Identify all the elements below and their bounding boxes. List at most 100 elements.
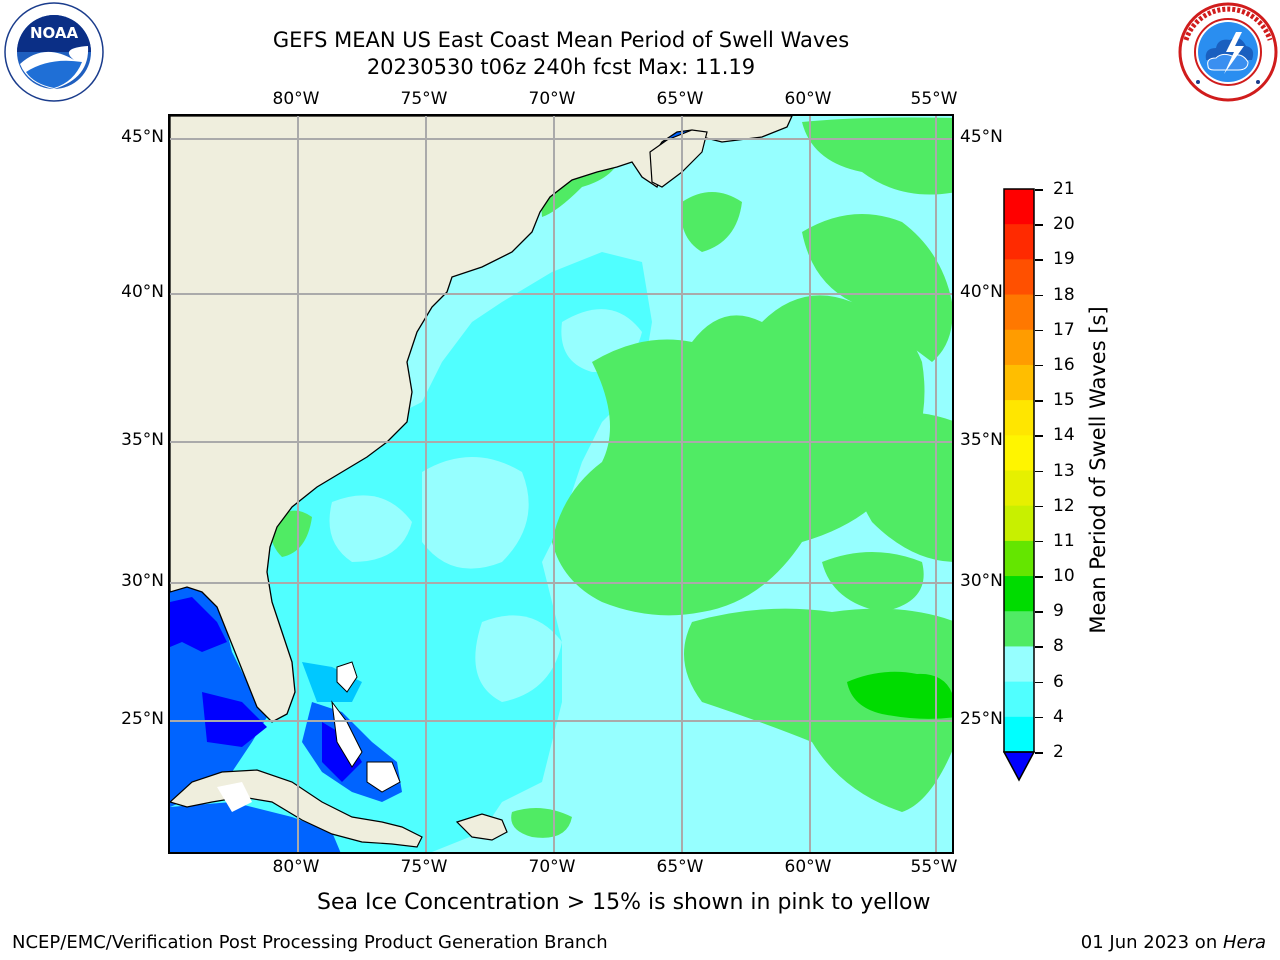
colorbar-tick-label: 10 xyxy=(1053,566,1075,587)
lon-label-bottom: 60°W xyxy=(784,857,832,877)
lon-label-bottom: 55°W xyxy=(910,857,958,877)
nws-logo-icon xyxy=(1178,2,1278,102)
colorbar-tick-mark xyxy=(1035,646,1043,648)
colorbar-tick-mark xyxy=(1035,329,1043,332)
credit-text: NCEP/EMC/Verification Post Processing Pr… xyxy=(12,932,608,953)
lon-label-bottom: 80°W xyxy=(272,857,320,877)
land-nova-scotia xyxy=(649,129,708,188)
sea-ice-note: Sea Ice Concentration > 15% is shown in … xyxy=(317,890,931,915)
lat-label-right: 25°N xyxy=(960,709,1003,729)
swell-region-10-11s xyxy=(847,671,952,719)
swell-region-9-10s xyxy=(552,295,925,616)
ocean-field-below-2s xyxy=(202,692,267,747)
lon-label-bottom: 75°W xyxy=(400,857,448,877)
colorbar-tick-mark xyxy=(1035,364,1043,367)
colorbar-tick-label: 9 xyxy=(1053,601,1064,622)
colorbar-label: Mean Period of Swell Waves [s] xyxy=(1086,306,1110,634)
ocean-field-below-2s xyxy=(170,597,227,652)
colorbar-segment xyxy=(1004,224,1034,260)
colorbar-tick-mark xyxy=(1035,224,1043,226)
swell-region-9-10s xyxy=(511,808,572,838)
noaa-logo-text: NOAA xyxy=(30,24,79,42)
colorbar-tick-label: 8 xyxy=(1053,636,1064,657)
colorbar-tick-label: 4 xyxy=(1053,706,1064,727)
colorbar-segment xyxy=(1004,259,1034,296)
lon-label-bottom: 65°W xyxy=(656,857,704,877)
lon-label-top: 65°W xyxy=(656,89,704,109)
lon-label-top: 60°W xyxy=(784,89,832,109)
colorbar-tick-label: 2 xyxy=(1053,742,1064,762)
colorbar-tick-label: 16 xyxy=(1053,354,1075,375)
colorbar-segment xyxy=(1004,400,1034,436)
chart-subtitle: 20230530 t06z 240h fcst Max: 11.19 xyxy=(366,55,756,79)
colorbar-tick-label: 18 xyxy=(1053,284,1075,305)
colorbar-tick-label: 19 xyxy=(1053,249,1075,270)
colorbar-tick-mark xyxy=(1035,400,1043,402)
lat-label-right: 45°N xyxy=(960,127,1003,147)
graticule xyxy=(170,116,952,852)
lon-label-top: 70°W xyxy=(528,89,576,109)
lon-label-top: 80°W xyxy=(272,89,320,109)
colorbar-segment xyxy=(1004,681,1034,718)
lat-label-right: 40°N xyxy=(960,282,1003,302)
lat-label-right: 35°N xyxy=(960,430,1003,450)
land-bahamas xyxy=(331,700,363,768)
date-stamp: 01 Jun 2023 on Hera xyxy=(1081,932,1266,953)
colorbar-segment xyxy=(1004,470,1034,507)
colorbar-segment xyxy=(1004,540,1034,577)
ocean-patch-8-9s xyxy=(422,457,529,569)
land-hispaniola xyxy=(455,813,508,841)
swell-region-9-10s xyxy=(802,117,952,195)
colorbar-tick-mark xyxy=(1035,259,1043,261)
colorbar-segment xyxy=(1004,716,1034,753)
lat-label-left: 45°N xyxy=(121,127,164,147)
colorbar-tick-label: 13 xyxy=(1053,460,1075,481)
colorbar-tick-mark xyxy=(1035,681,1043,684)
host-name: Hera xyxy=(1222,932,1266,953)
lat-label-left: 40°N xyxy=(121,282,164,302)
swell-region-9-10s xyxy=(684,608,952,812)
colorbar-tick-label: 11 xyxy=(1053,530,1075,551)
lat-label-left: 25°N xyxy=(121,709,164,729)
colorbar-tick-label: 15 xyxy=(1053,390,1075,411)
land-cuba-inner xyxy=(217,782,252,812)
chart-title: GEFS MEAN US East Coast Mean Period of S… xyxy=(272,28,850,52)
map-panel[interactable] xyxy=(168,114,954,854)
colorbar-tick-mark xyxy=(1035,752,1043,754)
ocean-patch-8-9s xyxy=(329,495,412,562)
colorbar-tick-label: 17 xyxy=(1053,319,1075,340)
colorbar-segment xyxy=(1004,189,1034,225)
ocean-patch-8-9s xyxy=(475,615,562,702)
colorbar-segment xyxy=(1004,611,1034,647)
colorbar xyxy=(1002,188,1036,782)
colorbar-tick-mark xyxy=(1035,611,1043,613)
lat-label-left: 35°N xyxy=(121,430,164,450)
colorbar-segment xyxy=(1004,294,1034,331)
colorbar-segment xyxy=(1004,435,1034,471)
swell-period-map xyxy=(170,116,952,852)
colorbar-tick-label: 6 xyxy=(1053,671,1064,692)
date-text: 01 Jun 2023 on xyxy=(1080,932,1223,953)
colorbar-border xyxy=(1003,188,1035,753)
colorbar-segment xyxy=(1004,646,1034,683)
colorbar-segment xyxy=(1004,329,1034,366)
colorbar-tick-mark xyxy=(1035,435,1043,437)
colorbar-tick-mark xyxy=(1035,470,1043,472)
colorbar-extension xyxy=(1002,751,1036,782)
lon-label-top: 75°W xyxy=(400,89,448,109)
colorbar-tick-mark xyxy=(1035,189,1043,191)
noaa-logo-icon: NOAA xyxy=(4,2,104,102)
swell-region-9-10s xyxy=(802,214,952,362)
colorbar-segment xyxy=(1004,576,1034,612)
colorbar-tick-mark xyxy=(1035,540,1043,543)
colorbar-tick-label: 21 xyxy=(1053,179,1075,199)
lat-label-right: 30°N xyxy=(960,571,1003,591)
colorbar-tick-label: 14 xyxy=(1053,425,1075,446)
lat-label-left: 30°N xyxy=(121,571,164,591)
colorbar-tick-mark xyxy=(1035,505,1043,508)
colorbar-tick-mark xyxy=(1035,576,1043,578)
land-bahamas xyxy=(366,761,401,793)
colorbar-tick-mark xyxy=(1035,716,1043,719)
colorbar-tick-label: 20 xyxy=(1053,214,1075,235)
colorbar-scale xyxy=(1002,188,1036,782)
